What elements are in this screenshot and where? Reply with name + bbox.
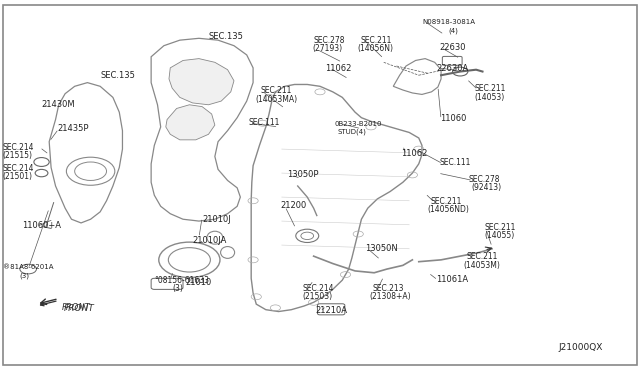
Text: (14053): (14053) bbox=[475, 93, 505, 102]
Text: (21503): (21503) bbox=[303, 292, 333, 301]
FancyBboxPatch shape bbox=[317, 304, 345, 315]
Polygon shape bbox=[394, 59, 441, 94]
Text: 11060: 11060 bbox=[440, 114, 466, 123]
Text: 21010J: 21010J bbox=[202, 215, 231, 224]
Text: SEC.211: SEC.211 bbox=[475, 84, 506, 93]
Text: (14053MA): (14053MA) bbox=[255, 95, 297, 104]
Text: SEC.111: SEC.111 bbox=[248, 118, 280, 127]
Text: (14056N): (14056N) bbox=[357, 44, 393, 53]
Text: SEC.214: SEC.214 bbox=[3, 143, 34, 152]
Text: N08918-3081A: N08918-3081A bbox=[422, 19, 475, 25]
Text: SEC.111: SEC.111 bbox=[440, 158, 471, 167]
Text: (92413): (92413) bbox=[472, 183, 502, 192]
Text: SEC.211: SEC.211 bbox=[360, 36, 392, 45]
Text: 11062: 11062 bbox=[401, 149, 428, 158]
Text: FRONT: FRONT bbox=[64, 304, 95, 313]
Text: SEC.214: SEC.214 bbox=[303, 284, 334, 293]
FancyBboxPatch shape bbox=[442, 57, 462, 65]
Text: (21501): (21501) bbox=[3, 172, 33, 181]
Text: SEC.135: SEC.135 bbox=[209, 32, 243, 41]
Text: (21308+A): (21308+A) bbox=[370, 292, 412, 301]
Text: 21010JA: 21010JA bbox=[193, 236, 227, 245]
Text: STUD(4): STUD(4) bbox=[338, 128, 367, 135]
Polygon shape bbox=[49, 83, 122, 223]
Text: SEC.213: SEC.213 bbox=[373, 284, 404, 293]
Text: 0B233-B2010: 0B233-B2010 bbox=[335, 121, 382, 127]
Text: (14055): (14055) bbox=[484, 231, 515, 240]
Text: (4): (4) bbox=[449, 27, 459, 34]
Text: ®81A8-6201A: ®81A8-6201A bbox=[3, 264, 53, 270]
Text: (14053M): (14053M) bbox=[463, 261, 500, 270]
Text: 13050N: 13050N bbox=[365, 244, 397, 253]
Text: 13050P: 13050P bbox=[287, 170, 318, 179]
Text: 21010: 21010 bbox=[185, 278, 211, 287]
Text: J21000QX: J21000QX bbox=[559, 343, 604, 352]
Text: SEC.214: SEC.214 bbox=[3, 164, 34, 173]
Text: °08156-61633: °08156-61633 bbox=[154, 276, 209, 285]
Polygon shape bbox=[166, 105, 215, 140]
Text: 11062: 11062 bbox=[325, 64, 351, 73]
Text: (3): (3) bbox=[172, 284, 183, 293]
Text: FRONT: FRONT bbox=[62, 303, 91, 312]
Polygon shape bbox=[169, 59, 234, 105]
Text: (27193): (27193) bbox=[312, 44, 342, 53]
Text: 21430M: 21430M bbox=[41, 100, 74, 109]
Text: 22630: 22630 bbox=[440, 43, 467, 52]
Polygon shape bbox=[151, 38, 253, 221]
Text: SEC.211: SEC.211 bbox=[430, 197, 461, 206]
Text: 21210A: 21210A bbox=[316, 306, 348, 315]
Text: SEC.278: SEC.278 bbox=[314, 36, 345, 45]
Text: (3): (3) bbox=[19, 272, 29, 279]
Text: 11061A: 11061A bbox=[436, 275, 468, 283]
Text: (14056ND): (14056ND) bbox=[427, 205, 469, 215]
FancyBboxPatch shape bbox=[151, 278, 183, 289]
Text: (21515): (21515) bbox=[3, 151, 33, 160]
Text: 21200: 21200 bbox=[280, 201, 307, 210]
Text: 21435P: 21435P bbox=[58, 124, 89, 133]
Text: 22630A: 22630A bbox=[436, 64, 468, 73]
Text: 11060+A: 11060+A bbox=[22, 221, 61, 230]
Polygon shape bbox=[251, 84, 422, 311]
Text: SEC.135: SEC.135 bbox=[100, 71, 135, 80]
Text: SEC.278: SEC.278 bbox=[468, 175, 500, 184]
Text: SEC.211: SEC.211 bbox=[260, 86, 291, 95]
Text: SEC.211: SEC.211 bbox=[467, 252, 498, 262]
Text: SEC.211: SEC.211 bbox=[484, 223, 516, 232]
